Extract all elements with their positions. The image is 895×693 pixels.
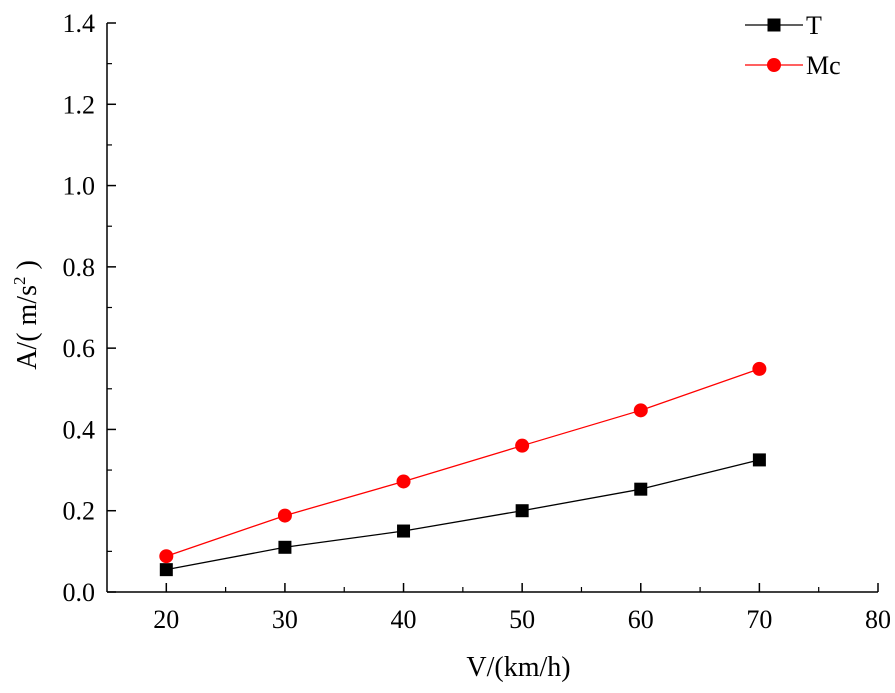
legend-label: T [806,11,822,40]
y-tick-label: 0.6 [63,334,96,363]
y-tick-label: 1.4 [63,9,96,38]
data-point [515,504,529,518]
data-point [515,438,530,453]
series-mc [159,361,767,564]
data-point [396,474,411,489]
y-tick-label: 1.2 [63,90,96,119]
data-point [278,540,292,554]
data-point [752,361,767,376]
axes: 0.0 0.2 0.4 0.6 0.8 1.0 1.2 1.4 20 30 40 50 60 70 80 [63,9,892,634]
x-tick-label: 70 [746,605,772,634]
y-axis-label-superscript: 2 [10,277,29,286]
series-line [166,368,760,557]
y-tick-label: 0.2 [63,497,96,526]
data-point [159,563,173,577]
y-tick-label: 0.8 [63,253,96,282]
x-tick-label: 50 [509,605,535,634]
legend-marker [767,18,781,32]
series-t [159,453,766,577]
series-line [166,459,760,571]
legend-marker [767,58,781,72]
data-point [277,508,292,523]
x-tick-label: 60 [628,605,654,634]
x-axis-label: V/(km/h) [466,652,570,683]
series-group [159,361,767,577]
x-tick-label: 20 [153,605,179,634]
x-tick-label: 30 [272,605,298,634]
x-tick-label: 40 [391,605,417,634]
data-point [752,453,766,467]
legend-item-mc: Mc [745,51,841,80]
y-axis-label-main: A/( m/s [12,285,43,370]
y-tick-label: 0.4 [63,415,96,444]
legend: T Mc [745,11,841,80]
x-tick-label: 80 [865,605,891,634]
y-tick-label: 0.0 [63,578,96,607]
data-point [634,482,648,496]
y-axis-label-suffix: ) [12,260,43,276]
y-tick-label: 1.0 [63,172,96,201]
data-point [633,403,648,418]
data-point [159,549,174,564]
legend-label: Mc [806,51,841,80]
legend-item-t: T [745,11,822,40]
y-axis-label: A/( m/s2 ) [10,260,43,370]
data-point [397,524,411,538]
